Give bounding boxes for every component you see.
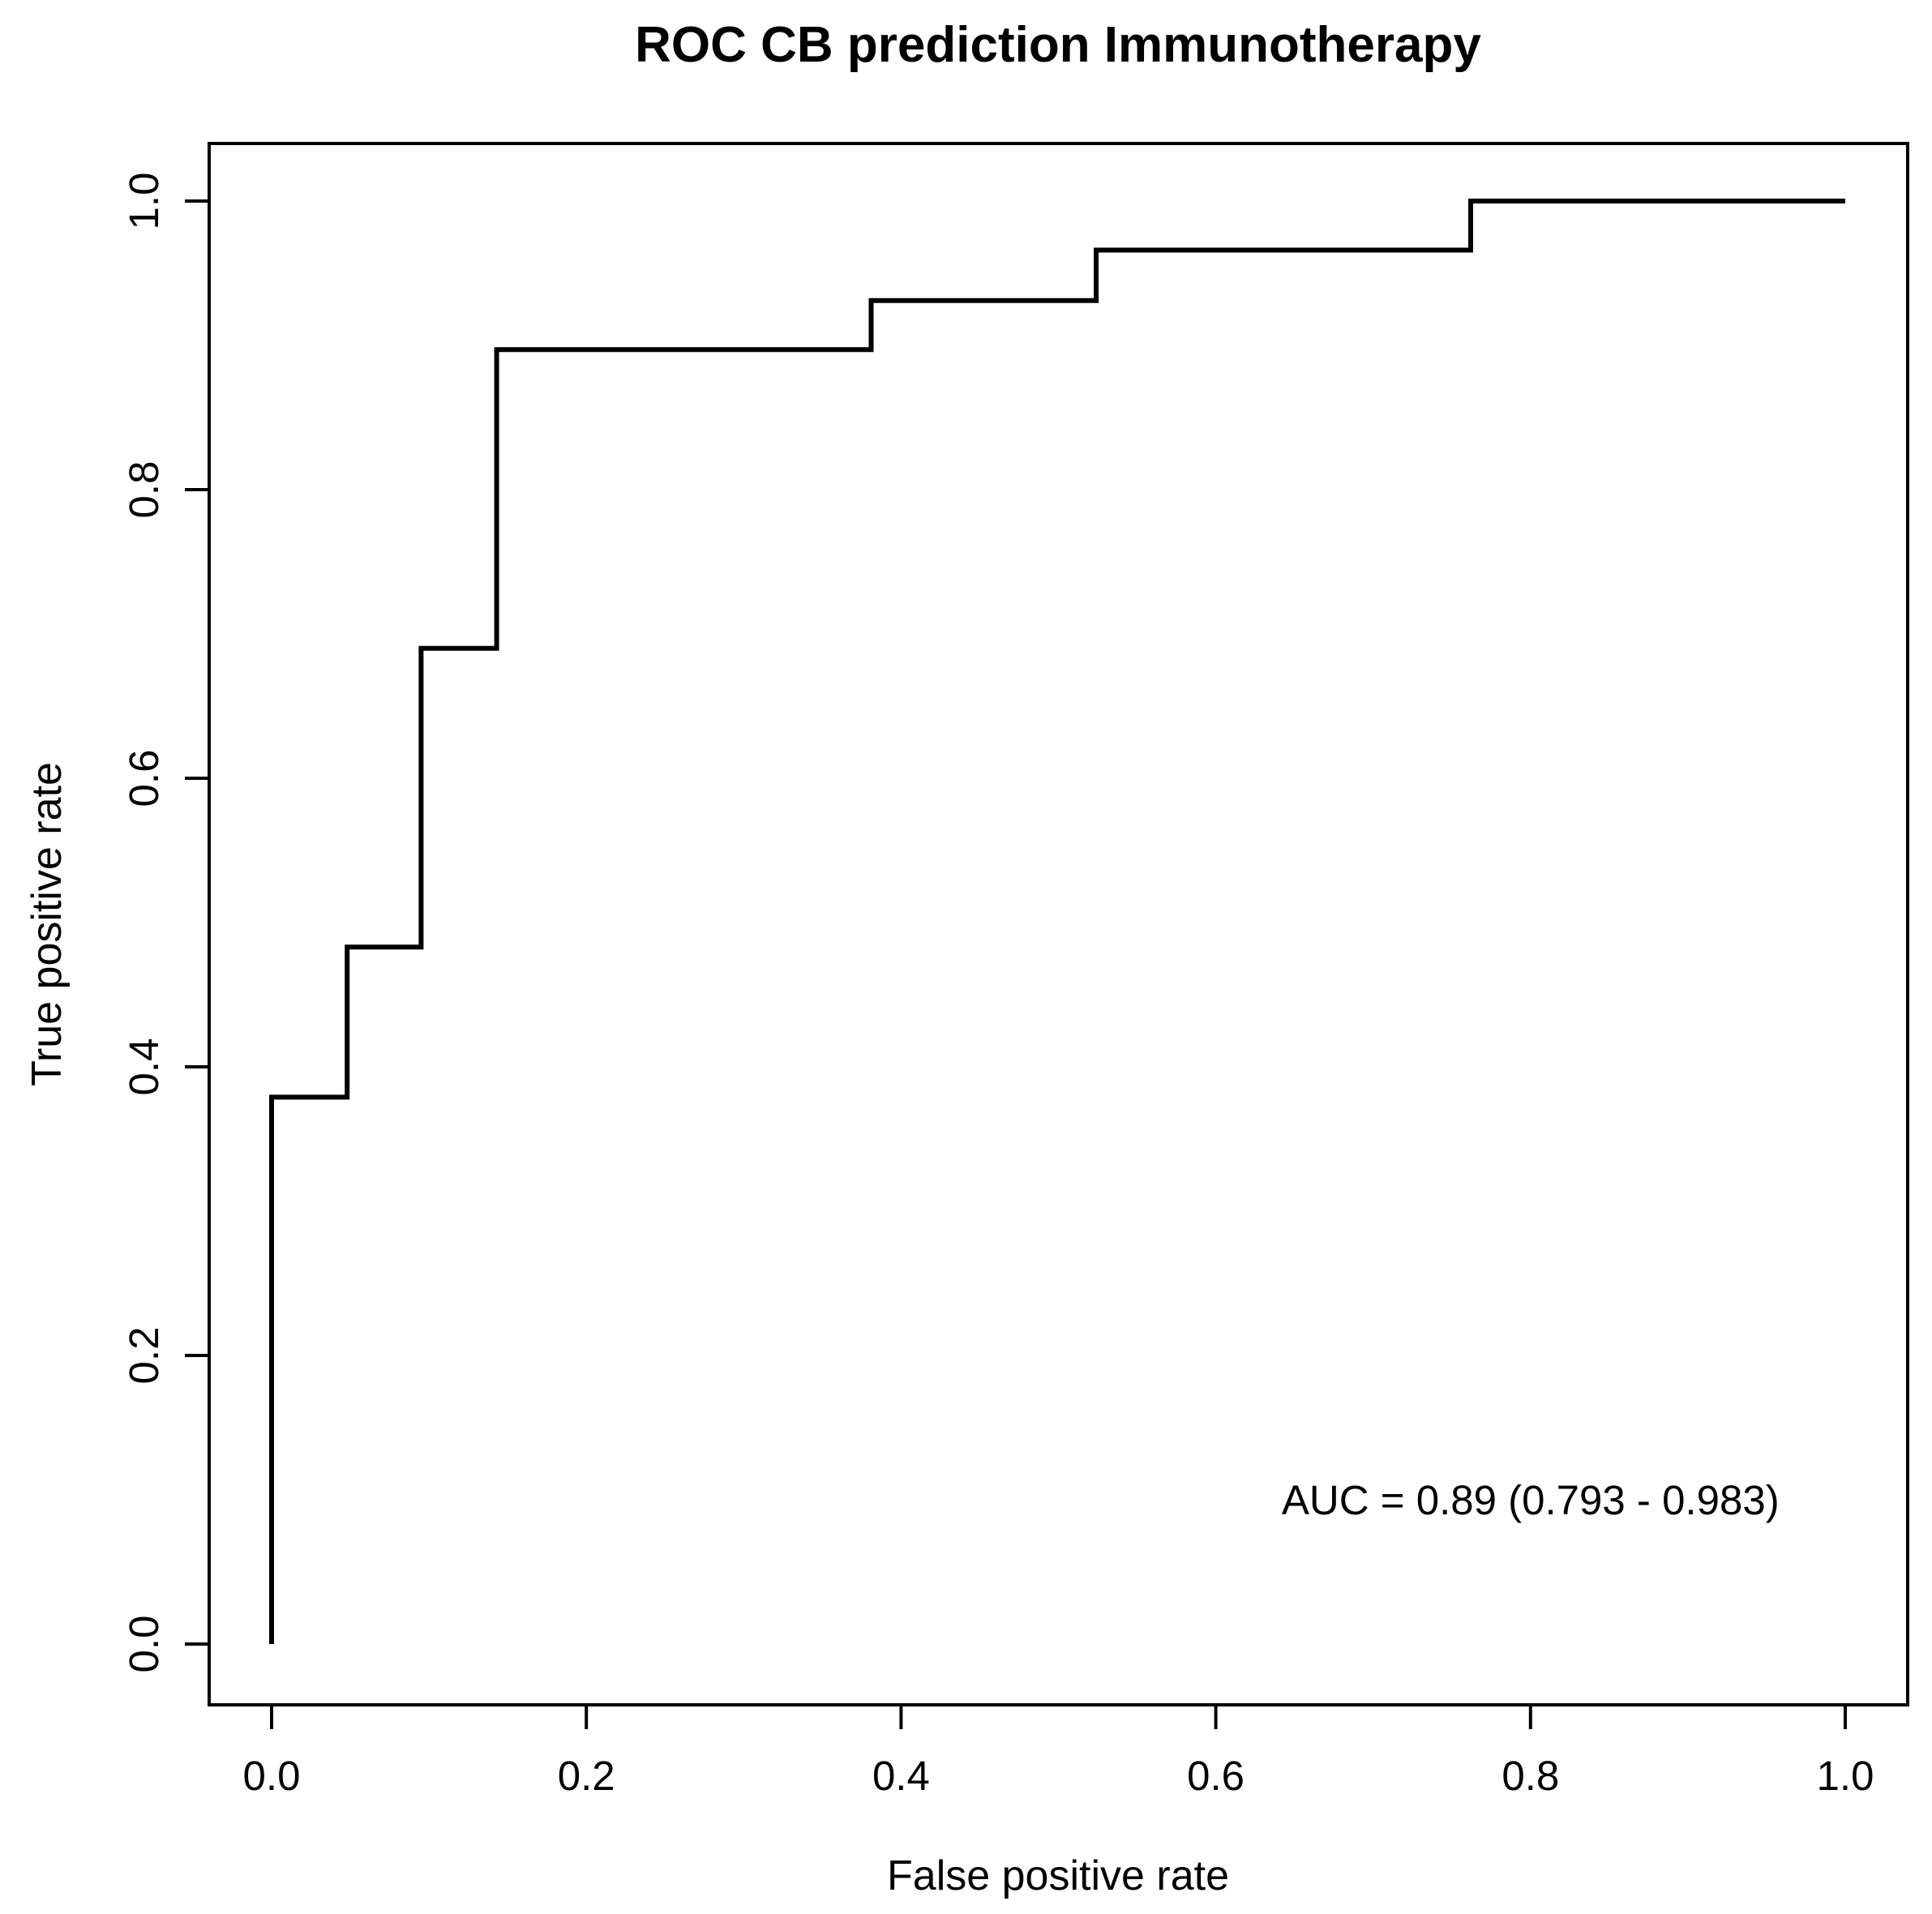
y-tick-label: 1.0: [121, 173, 167, 230]
y-tick-label: 0.8: [121, 461, 167, 519]
y-axis-label: True positive rate: [24, 762, 71, 1086]
auc-annotation: AUC = 0.89 (0.793 - 0.983): [1282, 1477, 1780, 1523]
x-axis-label: False positive rate: [887, 1852, 1229, 1899]
y-axis-tick-labels: 0.0 0.2 0.4 0.6 0.8 1.0: [121, 173, 167, 1673]
y-tick-label: 0.0: [121, 1616, 167, 1673]
x-tick-label: 0.4: [872, 1753, 930, 1799]
x-tick-label: 0.8: [1501, 1753, 1559, 1799]
y-axis-ticks: [185, 199, 209, 1646]
chart-title: ROC CB prediction Immunotherapy: [635, 17, 1481, 73]
roc-curve: [269, 199, 1845, 1644]
y-tick-label: 0.6: [121, 750, 167, 807]
x-axis-ticks: [270, 1705, 1847, 1729]
x-tick-label: 1.0: [1817, 1753, 1874, 1799]
x-axis-tick-labels: 0.0 0.2 0.4 0.6 0.8 1.0: [243, 1753, 1874, 1799]
x-tick-label: 0.0: [243, 1753, 301, 1799]
y-tick-label: 0.4: [121, 1038, 167, 1096]
x-tick-label: 0.6: [1187, 1753, 1244, 1799]
plot-box: [208, 142, 1909, 1706]
x-tick-label: 0.2: [558, 1753, 615, 1799]
y-tick-label: 0.2: [121, 1327, 167, 1385]
